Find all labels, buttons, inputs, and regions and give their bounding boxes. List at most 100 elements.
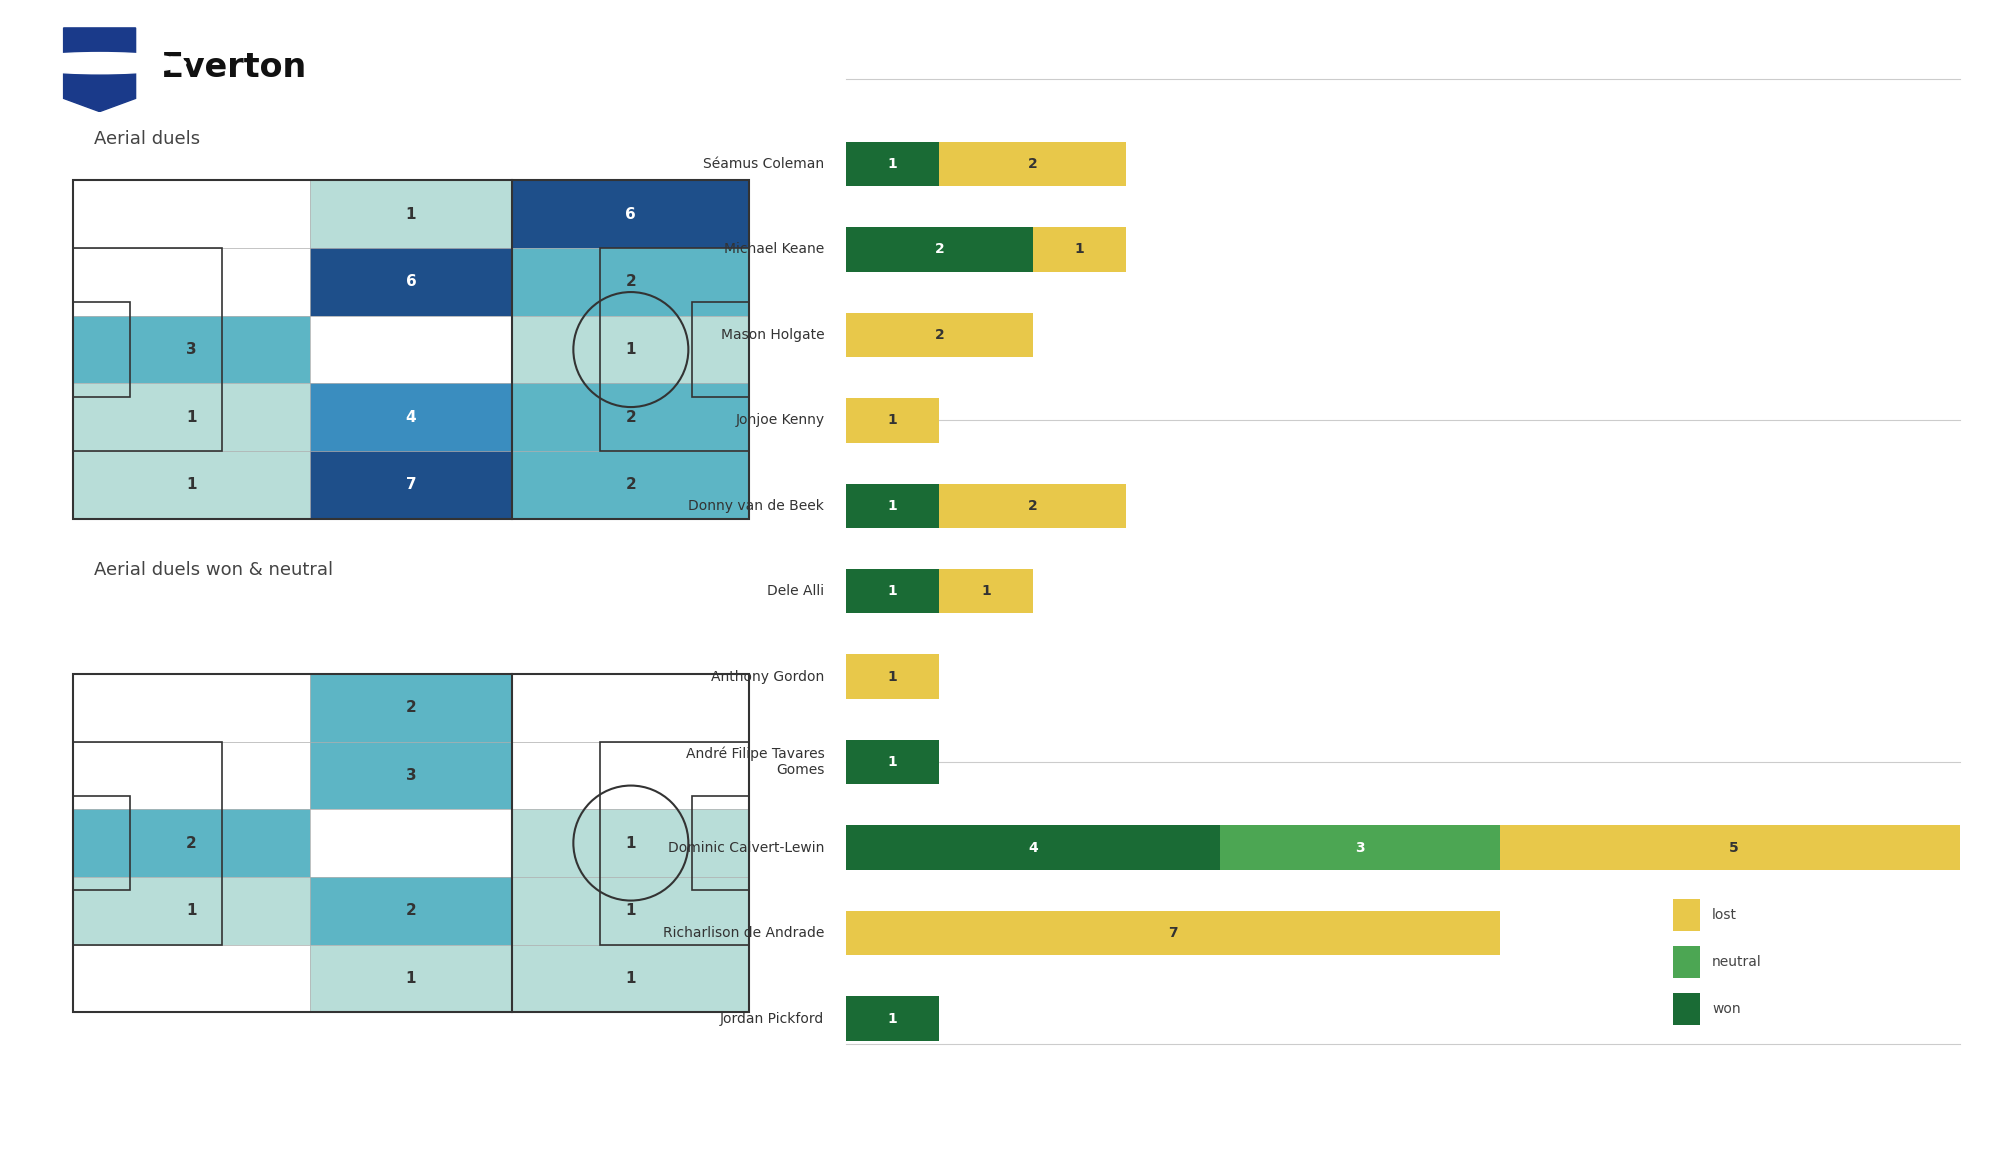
Text: Michael Keane: Michael Keane bbox=[724, 242, 824, 256]
Text: 6: 6 bbox=[406, 275, 416, 289]
Bar bbox=[310, 945, 512, 1012]
Text: Donny van de Beek: Donny van de Beek bbox=[688, 498, 824, 512]
Text: 1: 1 bbox=[626, 342, 636, 357]
Text: 2: 2 bbox=[626, 410, 636, 424]
Text: André Filipe Tavares
Gomes: André Filipe Tavares Gomes bbox=[686, 747, 824, 778]
Text: 4: 4 bbox=[1028, 840, 1038, 854]
Bar bbox=[512, 248, 750, 316]
Bar bbox=[940, 569, 1032, 613]
Bar bbox=[512, 945, 750, 1012]
Bar bbox=[310, 316, 512, 383]
Bar bbox=[72, 181, 310, 248]
Bar bbox=[512, 741, 750, 810]
Bar bbox=[1672, 946, 1700, 979]
Text: 1: 1 bbox=[982, 584, 990, 598]
Text: 2: 2 bbox=[186, 835, 196, 851]
Text: 1: 1 bbox=[1074, 242, 1084, 256]
Bar bbox=[1032, 227, 1126, 271]
Bar bbox=[1500, 825, 1968, 870]
Text: Dele Alli: Dele Alli bbox=[768, 584, 824, 598]
Text: 3: 3 bbox=[186, 342, 196, 357]
Text: 4: 4 bbox=[406, 410, 416, 424]
Bar bbox=[72, 810, 310, 877]
Text: 2: 2 bbox=[934, 328, 944, 342]
Text: 2: 2 bbox=[406, 700, 416, 716]
Bar bbox=[512, 181, 750, 248]
Bar bbox=[846, 654, 940, 699]
Text: 1: 1 bbox=[406, 971, 416, 986]
Bar bbox=[846, 569, 940, 613]
Text: won: won bbox=[1712, 1002, 1740, 1016]
Text: Dominic Calvert-Lewin: Dominic Calvert-Lewin bbox=[668, 840, 824, 854]
Text: 7: 7 bbox=[1168, 926, 1178, 940]
Bar bbox=[72, 302, 130, 397]
Bar bbox=[72, 316, 310, 383]
Text: 1: 1 bbox=[888, 756, 898, 770]
Bar bbox=[940, 484, 1126, 528]
Text: Richarlison de Andrade: Richarlison de Andrade bbox=[664, 926, 824, 940]
Text: 1: 1 bbox=[626, 971, 636, 986]
Bar bbox=[512, 674, 750, 741]
Text: Jordan Pickford: Jordan Pickford bbox=[720, 1012, 824, 1026]
Text: neutral: neutral bbox=[1712, 955, 1762, 969]
Text: 2: 2 bbox=[1028, 498, 1038, 512]
Text: Anthony Gordon: Anthony Gordon bbox=[712, 670, 824, 684]
Bar bbox=[846, 398, 940, 443]
Text: Aerial duels: Aerial duels bbox=[94, 129, 200, 148]
Bar bbox=[846, 911, 1500, 955]
Bar bbox=[310, 877, 512, 945]
Bar bbox=[692, 795, 750, 891]
Bar bbox=[512, 810, 750, 877]
Bar bbox=[72, 383, 310, 451]
Bar bbox=[846, 740, 940, 785]
Bar bbox=[846, 484, 940, 528]
Bar bbox=[310, 181, 512, 248]
Text: 1: 1 bbox=[888, 498, 898, 512]
Text: 1: 1 bbox=[626, 904, 636, 918]
Bar bbox=[846, 313, 1032, 357]
Text: lost: lost bbox=[1712, 908, 1738, 922]
Bar bbox=[72, 741, 222, 945]
Text: Mason Holgate: Mason Holgate bbox=[720, 328, 824, 342]
Bar bbox=[72, 795, 130, 891]
Bar bbox=[846, 227, 1032, 271]
Text: Everton: Everton bbox=[160, 51, 308, 85]
Circle shape bbox=[14, 53, 186, 74]
Bar bbox=[512, 451, 750, 518]
Bar bbox=[72, 674, 310, 741]
Bar bbox=[72, 741, 310, 810]
Text: 1: 1 bbox=[888, 584, 898, 598]
Text: 1: 1 bbox=[186, 410, 196, 424]
Bar bbox=[72, 248, 310, 316]
Text: 3: 3 bbox=[406, 768, 416, 783]
Bar bbox=[310, 810, 512, 877]
Bar bbox=[310, 451, 512, 518]
Bar bbox=[1672, 899, 1700, 932]
Bar bbox=[1220, 825, 1500, 870]
Text: 2: 2 bbox=[934, 242, 944, 256]
Bar bbox=[940, 142, 1126, 186]
Bar bbox=[1672, 993, 1700, 1026]
Text: Séamus Coleman: Séamus Coleman bbox=[704, 157, 824, 172]
Text: Aerial duels won & neutral: Aerial duels won & neutral bbox=[94, 560, 334, 579]
Text: 6: 6 bbox=[626, 207, 636, 222]
Text: 1: 1 bbox=[888, 157, 898, 172]
Bar bbox=[846, 996, 940, 1041]
Bar bbox=[310, 248, 512, 316]
Bar bbox=[600, 741, 750, 945]
Text: Jonjoe Kenny: Jonjoe Kenny bbox=[736, 414, 824, 428]
Text: 2: 2 bbox=[1028, 157, 1038, 172]
Bar bbox=[310, 674, 512, 741]
Bar bbox=[846, 825, 1220, 870]
Bar bbox=[72, 451, 310, 518]
Text: 5: 5 bbox=[1728, 840, 1738, 854]
Bar bbox=[72, 945, 310, 1012]
Text: 1: 1 bbox=[186, 477, 196, 492]
Text: 1: 1 bbox=[186, 904, 196, 918]
Text: 2: 2 bbox=[406, 904, 416, 918]
Text: 3: 3 bbox=[1356, 840, 1364, 854]
Bar bbox=[72, 248, 222, 451]
Bar bbox=[600, 248, 750, 451]
Bar bbox=[692, 302, 750, 397]
Text: 1: 1 bbox=[888, 670, 898, 684]
